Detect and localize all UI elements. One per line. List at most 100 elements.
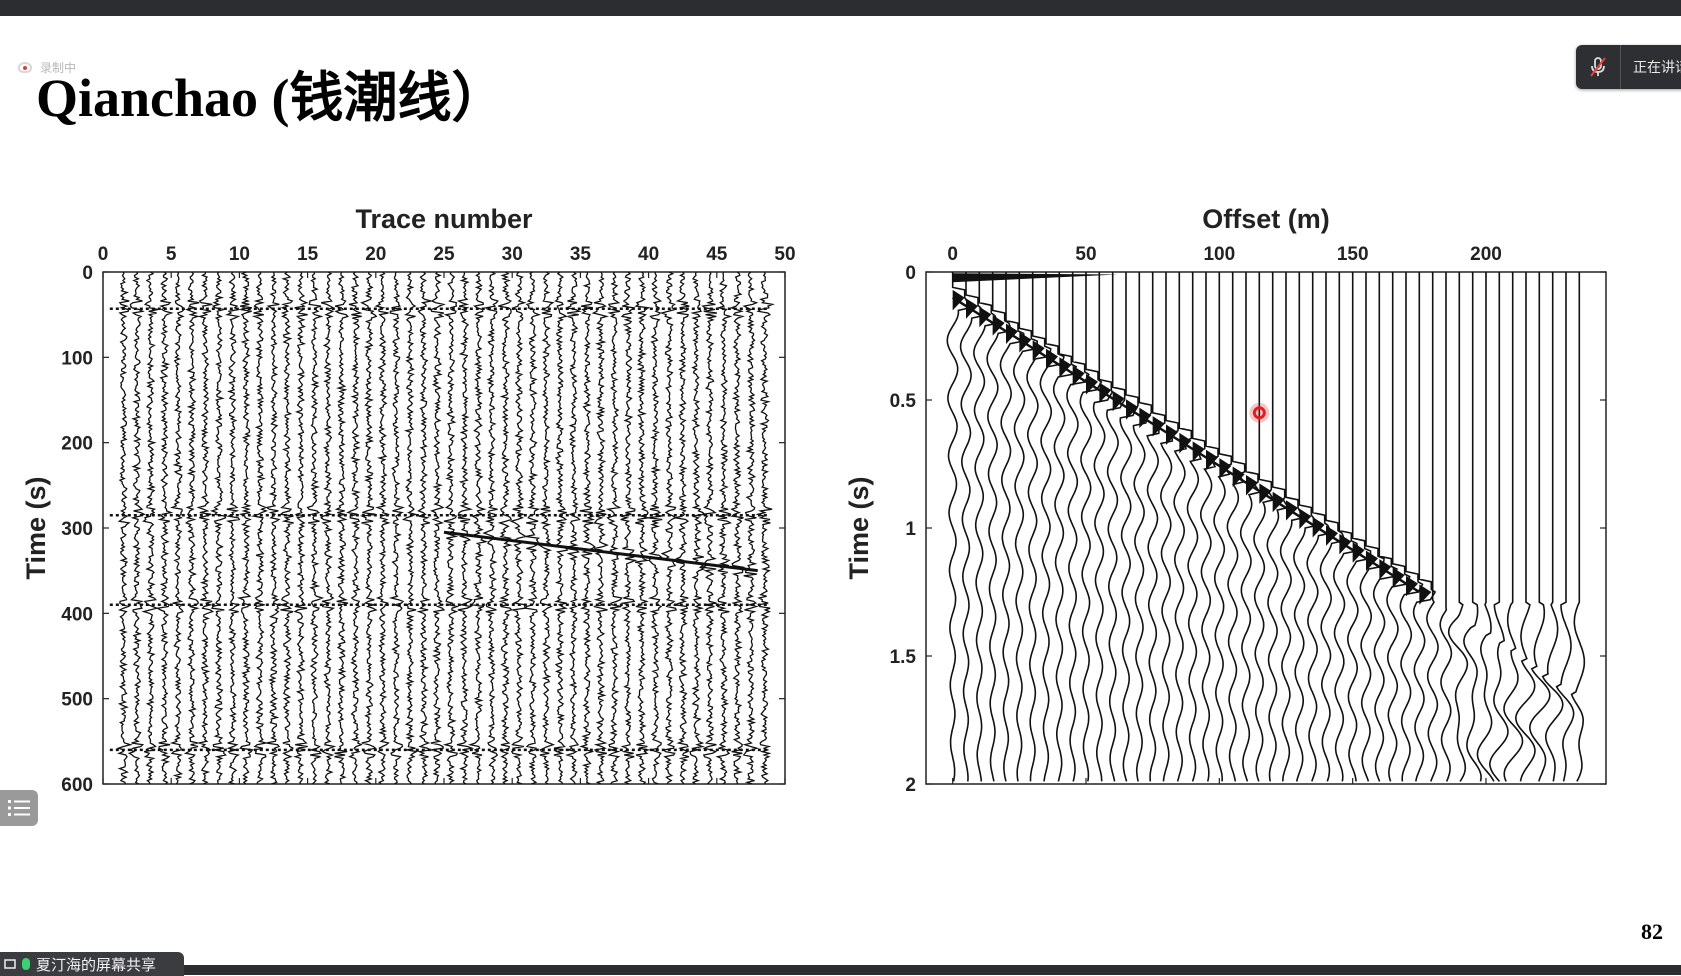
seismic-trace: [169, 271, 185, 785]
y-tick-label: 0.5: [890, 391, 917, 412]
seismic-trace: [116, 271, 133, 785]
x-tick-label: 5: [166, 244, 177, 265]
seismic-trace: [1555, 272, 1575, 782]
x-tick-label: 45: [706, 244, 728, 265]
seismic-trace: [1266, 272, 1290, 782]
x-axis-title: Trace number: [355, 204, 533, 234]
trace-group: [946, 272, 1586, 782]
seismic-trace: [1528, 272, 1551, 782]
x-tick-label: 0: [98, 244, 109, 265]
seismic-trace: [1146, 272, 1166, 782]
seismic-trace: [456, 271, 475, 785]
seismic-trace: [672, 271, 690, 785]
seismic-trace: [700, 271, 718, 785]
seismic-trace: [1226, 272, 1246, 782]
seismic-trace: [579, 271, 596, 785]
x-tick-label: 200: [1470, 244, 1502, 265]
x-axis-title: Offset (m): [1202, 204, 1330, 234]
seismic-trace: [334, 271, 349, 785]
seismic-trace: [467, 271, 489, 785]
seismic-trace: [430, 271, 446, 785]
recording-cloud-icon: [18, 61, 32, 73]
seismic-trace: [155, 271, 174, 785]
recording-indicator: 录制中: [18, 58, 76, 76]
seismic-trace: [1106, 272, 1126, 782]
seismic-trace: [1279, 272, 1305, 782]
offset-seismogram: Offset (m) Time (s) 0 50 100 150 200 0 0.5 1 1.5 2: [844, 204, 1607, 796]
x-tick-label: 15: [297, 244, 319, 265]
seismic-trace: [1332, 272, 1358, 782]
seismic-trace: [1293, 272, 1318, 782]
y-tick-label: 500: [61, 690, 93, 711]
slide-list-button[interactable]: [0, 790, 38, 826]
seismic-trace: [225, 271, 241, 785]
seismic-trace: [1200, 272, 1219, 782]
mic-muted-icon[interactable]: [1576, 45, 1621, 89]
seismic-trace: [1447, 272, 1469, 782]
seismic-trace: [236, 271, 254, 785]
recording-label: 录制中: [40, 60, 77, 75]
seismic-trace: [1119, 272, 1139, 782]
seismic-trace: [634, 271, 651, 785]
y-axis-title: Time (s): [844, 476, 874, 579]
seismic-trace: [1319, 272, 1345, 782]
y-tick-label: 1.5: [890, 647, 917, 668]
x-tick-label: 35: [570, 244, 592, 265]
share-label: 夏汀海的屏幕共享: [36, 956, 157, 974]
slide-title: Qianchao (钱潮线）: [36, 68, 506, 128]
speaker-label: 正在讲话: [1633, 59, 1681, 75]
seismic-trace: [346, 271, 363, 785]
seismic-trace: [1412, 272, 1437, 782]
speaker-indicator[interactable]: 正在讲话: [1576, 45, 1681, 89]
seismic-trace: [1372, 272, 1398, 782]
x-tick-label: 150: [1337, 244, 1369, 265]
seismic-trace: [509, 271, 528, 785]
seismic-trace: [1503, 272, 1524, 782]
y-tick-label: 0: [905, 263, 916, 284]
seismic-trace: [442, 271, 460, 785]
seismic-trace: [1132, 272, 1153, 782]
seismic-trace: [401, 271, 419, 785]
x-tick-label: 20: [365, 244, 386, 265]
seismic-trace: [1066, 272, 1090, 782]
seismic-trace: [1039, 272, 1065, 782]
first-arrival-wavelet: [1419, 584, 1432, 605]
y-tick-label: 200: [61, 434, 93, 455]
y-tick-label: 100: [61, 348, 93, 369]
x-tick-label: 30: [502, 244, 523, 265]
seismic-trace: [1439, 272, 1453, 782]
seismic-trace: [388, 271, 405, 785]
share-active-indicator: [22, 958, 30, 970]
seismic-trace: [279, 271, 295, 785]
seismic-trace: [986, 272, 1012, 782]
seismic-trace: [1186, 272, 1206, 782]
seismic-trace: [715, 271, 733, 785]
seismic-trace: [196, 271, 215, 785]
screen-share-tag[interactable]: 夏汀海的屏幕共享: [0, 952, 184, 976]
seismic-trace: [1570, 272, 1586, 782]
page-number: 82: [1641, 919, 1663, 944]
list-icon: [8, 800, 30, 816]
seismic-trace: [1079, 272, 1103, 782]
y-tick-label: 300: [61, 519, 93, 540]
seismic-trace: [999, 272, 1025, 782]
seismic-trace: [524, 271, 541, 785]
first-arrival-line: [951, 296, 1421, 594]
y-tick-label: 0: [82, 263, 93, 284]
seismic-trace: [729, 271, 745, 785]
seismic-trace: [1514, 272, 1536, 782]
pointer-marker: [1252, 406, 1266, 420]
seismic-trace: [1092, 272, 1114, 782]
seismic-trace: [497, 271, 513, 785]
seismic-trace: [742, 271, 759, 785]
top-window-bar: [0, 0, 1681, 16]
x-tick-label: 100: [1203, 244, 1235, 265]
seismic-trace: [605, 271, 623, 785]
seismic-trace: [1476, 272, 1495, 782]
seismic-trace: [141, 271, 159, 785]
seismic-trace: [1426, 272, 1439, 782]
seismic-trace: [1346, 272, 1372, 782]
highlight-halo: [1249, 402, 1270, 423]
share-screen-icon: [4, 959, 16, 969]
seismic-trace: [553, 271, 568, 785]
